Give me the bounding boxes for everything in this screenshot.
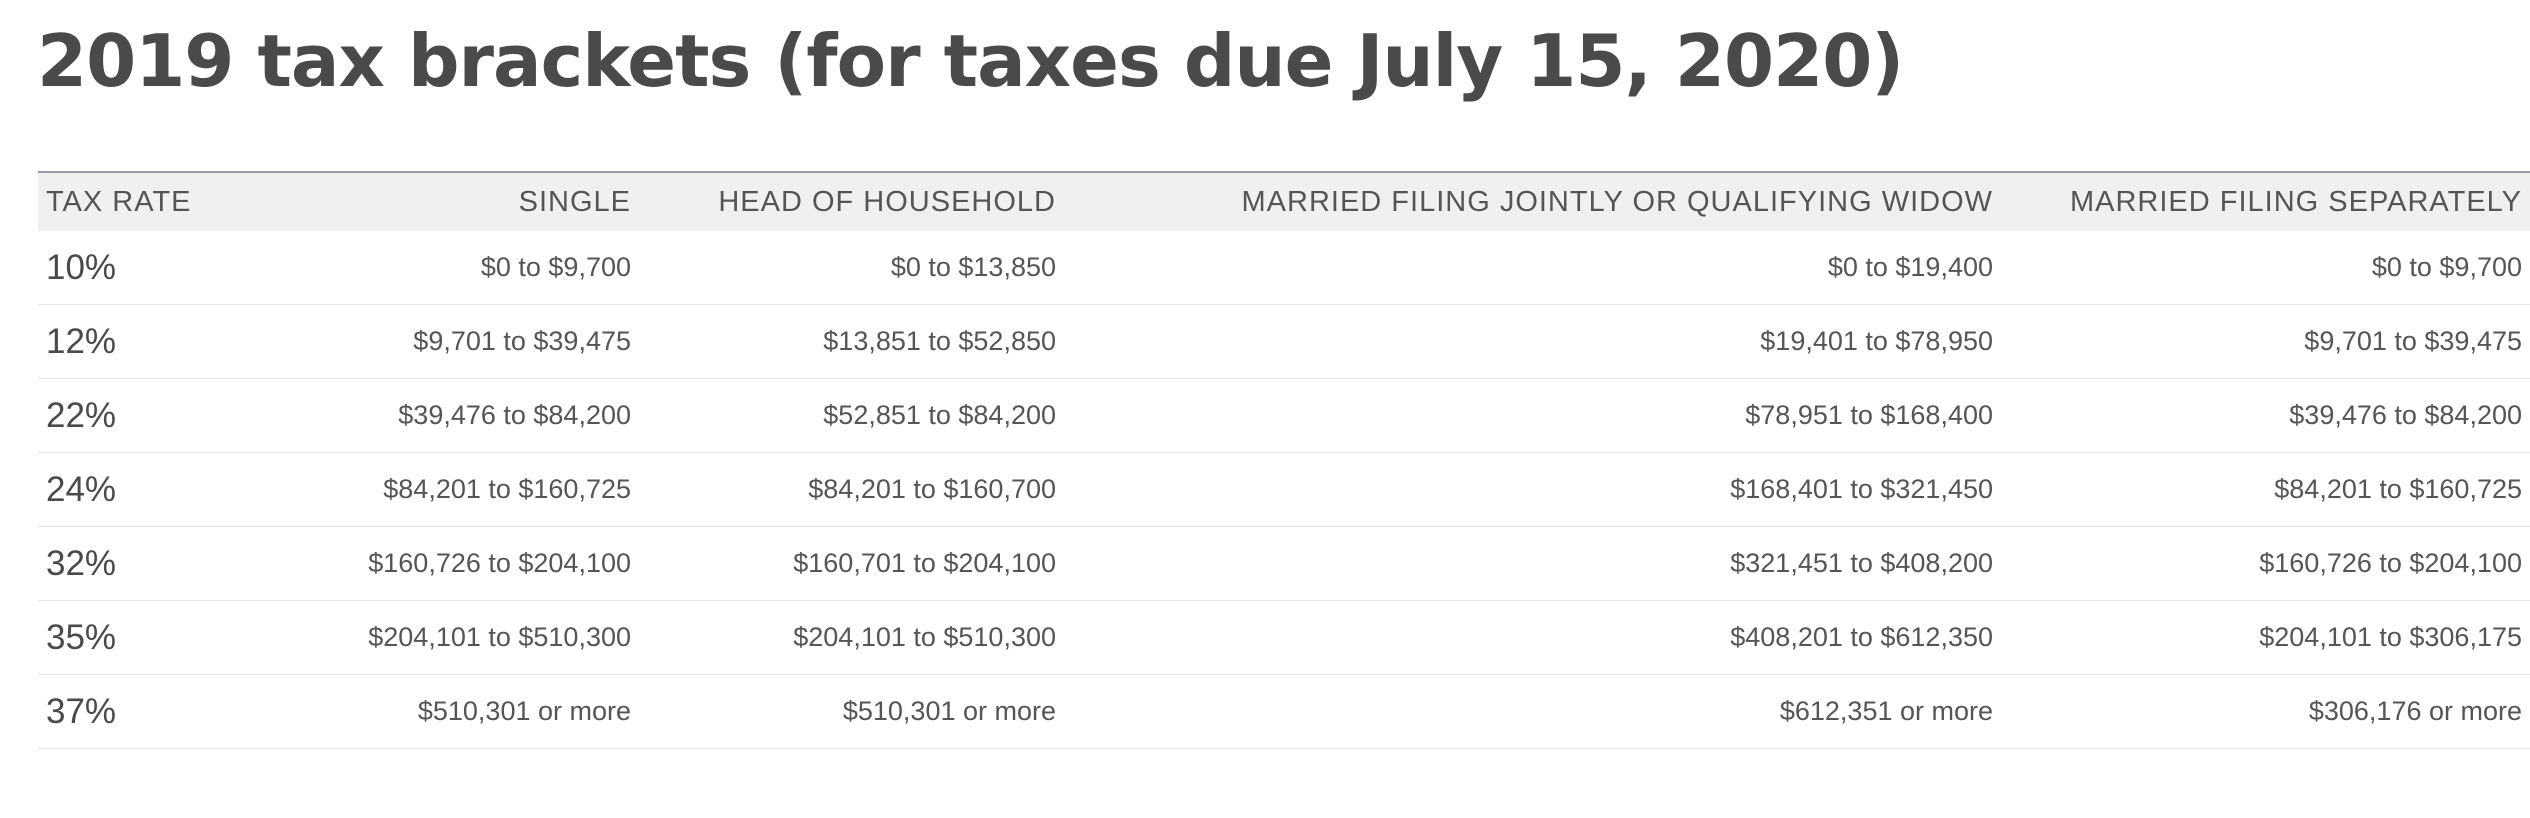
column-header-head-of-household: HEAD OF HOUSEHOLD <box>718 185 1056 218</box>
married-jointly-bracket-cell: $168,401 to $321,450 <box>1064 452 2001 527</box>
married-separately-bracket-cell: $39,476 to $84,200 <box>2001 378 2530 453</box>
married-jointly-bracket-cell: $78,951 to $168,400 <box>1064 378 2001 453</box>
tax-rate-cell: 32% <box>38 526 218 601</box>
head-of-household-bracket-cell: $52,851 to $84,200 <box>639 378 1064 453</box>
table-row: 32% $160,726 to $204,100 $160,701 to $20… <box>38 526 2530 601</box>
married-separately-bracket-cell: $9,701 to $39,475 <box>2001 304 2530 379</box>
tax-rate-cell: 22% <box>38 378 218 453</box>
tax-rate-cell: 35% <box>38 600 218 675</box>
married-separately-bracket-cell: $84,201 to $160,725 <box>2001 452 2530 527</box>
tax-rate-cell: 37% <box>38 674 218 749</box>
single-bracket-cell: $510,301 or more <box>218 674 639 749</box>
table-row: 10% $0 to $9,700 $0 to $13,850 $0 to $19… <box>38 231 2530 305</box>
head-of-household-bracket-cell: $160,701 to $204,100 <box>639 526 1064 601</box>
head-of-household-bracket-cell: $0 to $13,850 <box>639 231 1064 305</box>
table-header-row: TAX RATE SINGLE HEAD OF HOUSEHOLD MARRIE… <box>38 172 2530 231</box>
married-jointly-bracket-cell: $321,451 to $408,200 <box>1064 526 2001 601</box>
married-separately-bracket-cell: $160,726 to $204,100 <box>2001 526 2530 601</box>
married-jointly-bracket-cell: $408,201 to $612,350 <box>1064 600 2001 675</box>
married-separately-bracket-cell: $204,101 to $306,175 <box>2001 600 2530 675</box>
tax-bracket-table: TAX RATE SINGLE HEAD OF HOUSEHOLD MARRIE… <box>38 171 2530 749</box>
single-bracket-cell: $84,201 to $160,725 <box>218 452 639 527</box>
table-row: 24% $84,201 to $160,725 $84,201 to $160,… <box>38 452 2530 527</box>
tax-rate-cell: 12% <box>38 304 218 379</box>
column-header-single: SINGLE <box>518 185 631 218</box>
table-row: 12% $9,701 to $39,475 $13,851 to $52,850… <box>38 304 2530 379</box>
head-of-household-bracket-cell: $204,101 to $510,300 <box>639 600 1064 675</box>
page-title: 2019 tax brackets (for taxes due July 15… <box>37 19 1904 103</box>
table-row: 37% $510,301 or more $510,301 or more $6… <box>38 674 2530 749</box>
column-header-married-filing-jointly: MARRIED FILING JOINTLY OR QUALIFYING WID… <box>1241 185 1993 218</box>
column-header-married-filing-separately: MARRIED FILING SEPARATELY <box>2069 185 2522 218</box>
table-row: 35% $204,101 to $510,300 $204,101 to $51… <box>38 600 2530 675</box>
head-of-household-bracket-cell: $13,851 to $52,850 <box>639 304 1064 379</box>
table-row: 22% $39,476 to $84,200 $52,851 to $84,20… <box>38 378 2530 453</box>
single-bracket-cell: $0 to $9,700 <box>218 231 639 305</box>
tax-rate-cell: 10% <box>38 231 218 305</box>
married-separately-bracket-cell: $306,176 or more <box>2001 674 2530 749</box>
table-body: 10% $0 to $9,700 $0 to $13,850 $0 to $19… <box>38 231 2530 749</box>
single-bracket-cell: $9,701 to $39,475 <box>218 304 639 379</box>
single-bracket-cell: $160,726 to $204,100 <box>218 526 639 601</box>
married-jointly-bracket-cell: $612,351 or more <box>1064 674 2001 749</box>
married-jointly-bracket-cell: $19,401 to $78,950 <box>1064 304 2001 379</box>
head-of-household-bracket-cell: $84,201 to $160,700 <box>639 452 1064 527</box>
column-header-tax-rate: TAX RATE <box>46 185 192 218</box>
married-separately-bracket-cell: $0 to $9,700 <box>2001 231 2530 305</box>
table-header: TAX RATE SINGLE HEAD OF HOUSEHOLD MARRIE… <box>38 172 2530 231</box>
head-of-household-bracket-cell: $510,301 or more <box>639 674 1064 749</box>
married-jointly-bracket-cell: $0 to $19,400 <box>1064 231 2001 305</box>
single-bracket-cell: $204,101 to $510,300 <box>218 600 639 675</box>
tax-rate-cell: 24% <box>38 452 218 527</box>
single-bracket-cell: $39,476 to $84,200 <box>218 378 639 453</box>
